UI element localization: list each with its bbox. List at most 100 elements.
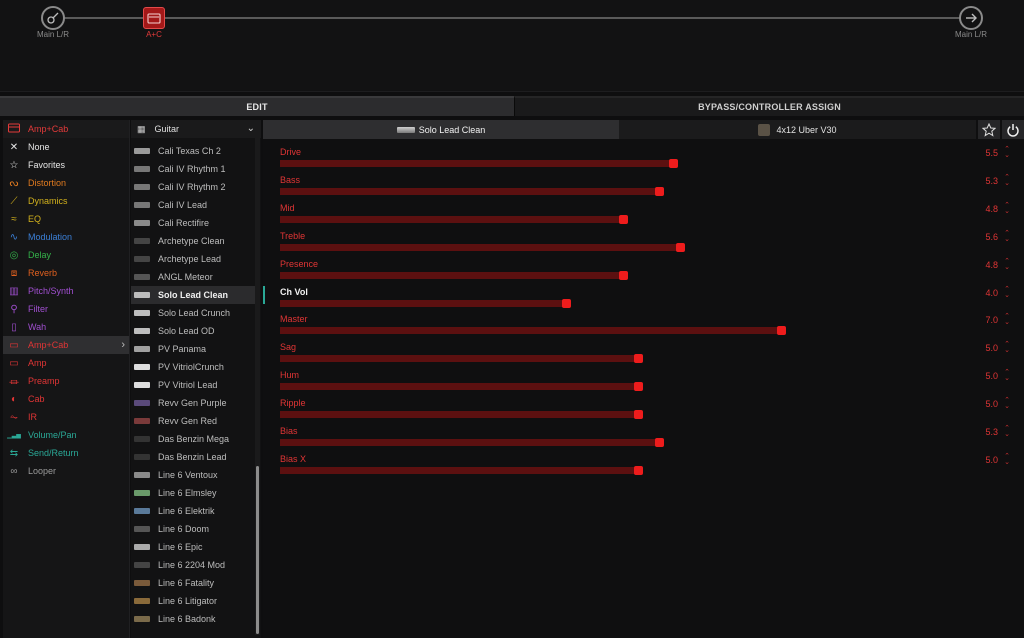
category-item-wah[interactable]: ▯ Wah: [3, 318, 129, 336]
model-item[interactable]: Das Benzin Mega: [131, 430, 255, 448]
param-slider-track[interactable]: [280, 355, 638, 363]
stepper-icon[interactable]: ⌃ ⌄: [1004, 397, 1010, 411]
model-item[interactable]: Cali IV Rhythm 1: [131, 160, 255, 178]
model-item[interactable]: Solo Lead Crunch: [131, 304, 255, 322]
category-item-favorites[interactable]: ☆ Favorites: [3, 156, 129, 174]
model-item[interactable]: Cali IV Rhythm 2: [131, 178, 255, 196]
category-item-reverb[interactable]: ⧈ Reverb: [3, 264, 129, 282]
power-button[interactable]: [1002, 120, 1024, 139]
amp-cab-block[interactable]: [143, 7, 165, 29]
model-item[interactable]: Cali Texas Ch 2: [131, 142, 255, 160]
model-group-dropdown[interactable]: ▦ Guitar ⌄: [131, 120, 261, 138]
category-item-ir[interactable]: ⏦ IR: [3, 408, 129, 426]
favorite-button[interactable]: [978, 120, 1000, 139]
param-bass[interactable]: Bass 5.3 ⌃ ⌄: [280, 173, 1010, 201]
model-item[interactable]: Line 6 Elektrik: [131, 502, 255, 520]
param-sag[interactable]: Sag 5.0 ⌃ ⌄: [280, 341, 1010, 368]
tab-cab-model[interactable]: 4x12 Uber V30: [619, 120, 976, 139]
model-item[interactable]: Archetype Lead: [131, 250, 255, 268]
model-item[interactable]: Line 6 Epic: [131, 538, 255, 556]
param-ch-vol[interactable]: Ch Vol 4.0 ⌃ ⌄: [280, 285, 1010, 313]
category-item-send-return[interactable]: ⇆ Send/Return: [3, 444, 129, 462]
param-slider-track[interactable]: [280, 466, 638, 474]
param-ripple[interactable]: Ripple 5.0 ⌃ ⌄: [280, 397, 1010, 424]
model-item[interactable]: Line 6 Fatality: [131, 574, 255, 592]
param-slider-track[interactable]: [280, 439, 659, 446]
model-item[interactable]: ANGL Meteor: [131, 268, 255, 286]
category-item-amp[interactable]: ▭ Amp: [3, 354, 129, 372]
param-slider-track[interactable]: [280, 187, 659, 195]
category-item-filter[interactable]: ⚲ Filter: [3, 300, 129, 318]
param-bias[interactable]: Bias 5.3 ⌃ ⌄: [280, 425, 1010, 452]
param-slider-handle[interactable]: [619, 270, 629, 280]
stepper-icon[interactable]: ⌃ ⌄: [1004, 341, 1010, 355]
param-slider-handle[interactable]: [633, 410, 643, 420]
param-slider-handle[interactable]: [633, 354, 643, 364]
param-slider-track[interactable]: [280, 411, 638, 419]
model-item[interactable]: Archetype Clean: [131, 232, 255, 250]
param-slider-handle[interactable]: [676, 242, 686, 252]
param-slider-handle[interactable]: [654, 438, 664, 447]
stepper-icon[interactable]: ⌃ ⌄: [1004, 229, 1010, 243]
category-item-preamp[interactable]: ⏛ Preamp: [3, 372, 129, 390]
stepper-icon[interactable]: ⌃ ⌄: [1004, 452, 1010, 466]
param-master[interactable]: Master 7.0 ⌃ ⌄: [280, 313, 1010, 340]
model-list-scrollbar[interactable]: [255, 138, 260, 635]
model-item[interactable]: PV Vitriol Lead: [131, 376, 255, 394]
model-item[interactable]: Line 6 Litigator: [131, 592, 255, 610]
tab-edit[interactable]: EDIT: [0, 96, 514, 116]
stepper-icon[interactable]: ⌃ ⌄: [1004, 173, 1010, 187]
model-item[interactable]: Line 6 2204 Mod: [131, 556, 255, 574]
category-item-delay[interactable]: ◎ Delay: [3, 246, 129, 264]
model-item[interactable]: Cali IV Lead: [131, 196, 255, 214]
output-node[interactable]: [959, 6, 983, 30]
param-slider-handle[interactable]: [619, 214, 629, 224]
stepper-icon[interactable]: ⌃ ⌄: [1004, 313, 1010, 327]
tab-bypass-controller-assign[interactable]: BYPASS/CONTROLLER ASSIGN: [514, 96, 1024, 116]
param-slider-handle[interactable]: [669, 159, 679, 168]
param-slider-track[interactable]: [280, 243, 681, 251]
param-bias-x[interactable]: Bias X 5.0 ⌃ ⌄: [280, 452, 1010, 480]
param-treble[interactable]: Treble 5.6 ⌃ ⌄: [280, 229, 1010, 257]
param-slider-handle[interactable]: [633, 382, 643, 392]
category-item-dynamics[interactable]: ⟋ Dynamics: [3, 192, 129, 210]
param-slider-handle[interactable]: [562, 298, 571, 308]
model-list-scroll-thumb[interactable]: [256, 466, 259, 634]
stepper-icon[interactable]: ⌃ ⌄: [1004, 425, 1010, 438]
model-item[interactable]: PV Panama: [131, 340, 255, 358]
param-drive[interactable]: Drive 5.5 ⌃ ⌄: [280, 146, 1010, 173]
param-slider-handle[interactable]: [633, 465, 643, 475]
category-header[interactable]: Amp+Cab: [3, 120, 129, 138]
stepper-icon[interactable]: ⌃ ⌄: [1004, 146, 1010, 159]
model-item[interactable]: Line 6 Elmsley: [131, 484, 255, 502]
param-slider-track[interactable]: [280, 215, 624, 223]
stepper-icon[interactable]: ⌃ ⌄: [1004, 285, 1010, 299]
param-slider-handle[interactable]: [776, 326, 786, 336]
category-item-pitch-synth[interactable]: ▥ Pitch/Synth: [3, 282, 129, 300]
model-item[interactable]: Solo Lead OD: [131, 322, 255, 340]
param-presence[interactable]: Presence 4.8 ⌃ ⌄: [280, 257, 1010, 285]
param-slider-track[interactable]: [280, 299, 566, 307]
param-slider-handle[interactable]: [654, 186, 664, 196]
model-item[interactable]: Line 6 Ventoux: [131, 466, 255, 484]
model-item[interactable]: Revv Gen Purple: [131, 394, 255, 412]
model-item[interactable]: Solo Lead Clean: [131, 286, 255, 304]
category-item-volume-pan[interactable]: ▁▃▅ Volume/Pan: [3, 426, 129, 444]
category-item-cab[interactable]: ◐ Cab: [3, 390, 129, 408]
param-mid[interactable]: Mid 4.8 ⌃ ⌄: [280, 201, 1010, 229]
param-slider-track[interactable]: [280, 271, 624, 279]
model-item[interactable]: Line 6 Badonk: [131, 610, 255, 628]
stepper-icon[interactable]: ⌃ ⌄: [1004, 369, 1010, 383]
model-item[interactable]: Revv Gen Red: [131, 412, 255, 430]
param-slider-track[interactable]: [280, 383, 638, 391]
model-item[interactable]: Line 6 Doom: [131, 520, 255, 538]
model-item[interactable]: PV VitriolCrunch: [131, 358, 255, 376]
stepper-icon[interactable]: ⌃ ⌄: [1004, 257, 1010, 271]
category-item-modulation[interactable]: ∿ Modulation: [3, 228, 129, 246]
param-hum[interactable]: Hum 5.0 ⌃ ⌄: [280, 369, 1010, 396]
param-slider-track[interactable]: [280, 160, 674, 167]
stepper-icon[interactable]: ⌃ ⌄: [1004, 201, 1010, 215]
category-item-amp-cab[interactable]: ▭ Amp+Cab ›: [3, 336, 129, 354]
input-node[interactable]: [41, 6, 65, 30]
param-slider-track[interactable]: [280, 327, 781, 335]
